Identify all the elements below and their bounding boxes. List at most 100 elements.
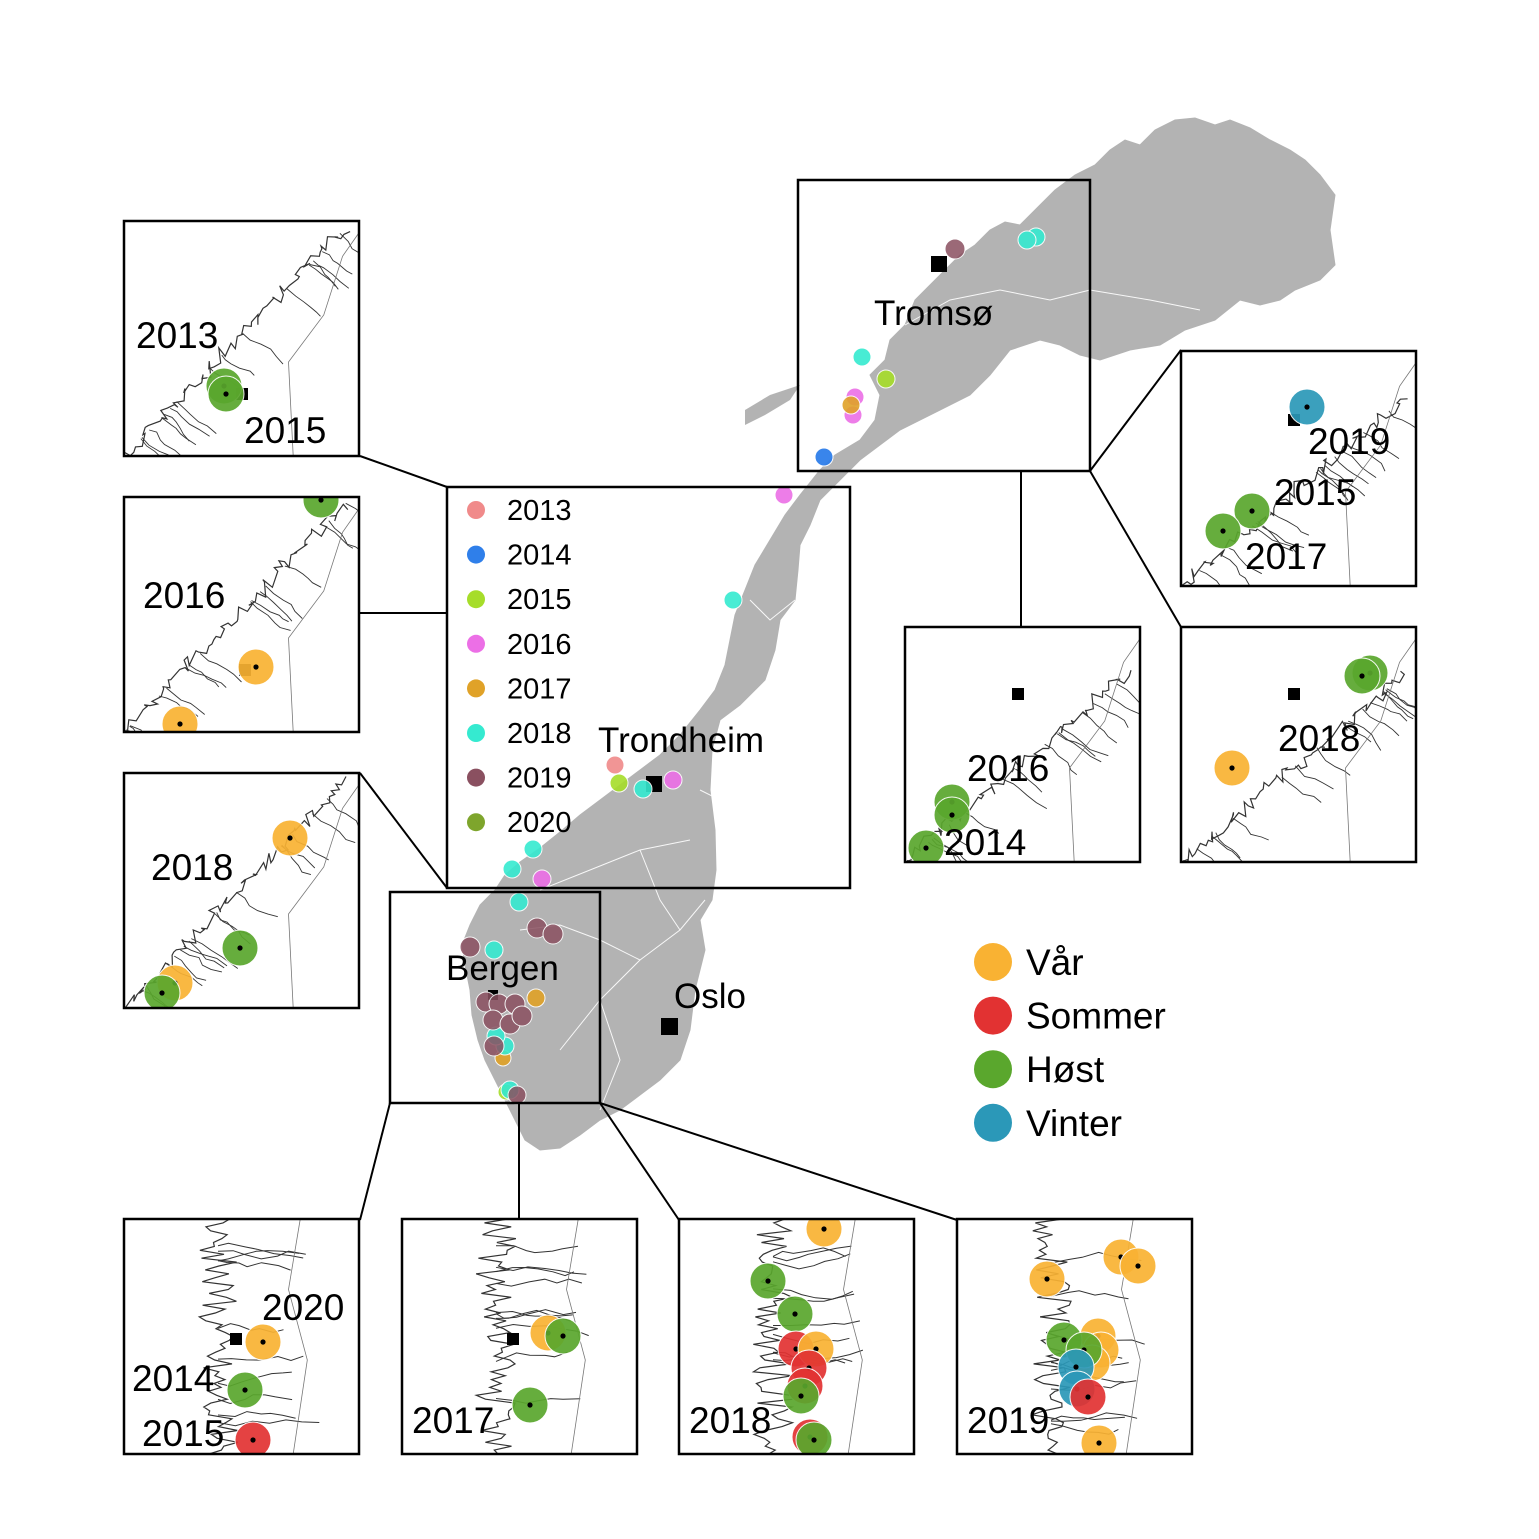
site-dot bbox=[1304, 404, 1310, 410]
year-legend-swatch-2018 bbox=[467, 724, 485, 742]
season-point bbox=[302, 497, 340, 519]
inset-year-label: 2018 bbox=[689, 1400, 771, 1441]
year-legend-label-2016: 2016 bbox=[507, 629, 572, 661]
inset-frame bbox=[122, 1217, 361, 1456]
inset-south-a: 2020 2014 2015 bbox=[122, 1217, 361, 1456]
site-dot bbox=[1096, 1440, 1102, 1446]
site-dot bbox=[253, 664, 259, 670]
inset-year-label: 2013 bbox=[136, 315, 218, 356]
year-legend-label-2015: 2015 bbox=[507, 584, 572, 616]
inset-frame bbox=[1179, 349, 1418, 588]
inset-year-label: 2019 bbox=[967, 1400, 1049, 1441]
site-dot bbox=[798, 1393, 804, 1399]
tromso-marker bbox=[931, 256, 947, 272]
inset-north-a: 2019 2015 2017 bbox=[1179, 349, 1418, 588]
trondheim-label: Trondheim bbox=[598, 721, 764, 760]
inset-year-label: 2016 bbox=[967, 748, 1049, 789]
site-dot bbox=[765, 1278, 771, 1284]
season-legend-swatch-0 bbox=[974, 943, 1012, 981]
season-point bbox=[161, 705, 199, 732]
inset-year-label: 2014 bbox=[132, 1358, 214, 1399]
season-point bbox=[805, 1219, 843, 1248]
inset-year-label: 2016 bbox=[143, 575, 225, 616]
season-point bbox=[1080, 1424, 1118, 1454]
inset-frame bbox=[122, 495, 361, 734]
season-legend-label-2: Høst bbox=[1026, 1049, 1105, 1090]
site-dot bbox=[159, 990, 165, 996]
year-legend: 2013 2014 2015 2016 2017 2018 2019 2020 bbox=[467, 495, 572, 839]
inset-year-label: 2018 bbox=[1278, 718, 1360, 759]
site-dot bbox=[821, 1226, 827, 1232]
survey-points-2013 bbox=[605, 755, 625, 775]
site-dot bbox=[1061, 1337, 1067, 1343]
site-dot bbox=[949, 812, 955, 818]
year-legend-swatch-2020 bbox=[467, 813, 485, 832]
inset-panels: 2013 2015 2016 2018 2019 2015 2017 2018 2016 2014… bbox=[122, 219, 1418, 1456]
site-dot bbox=[1220, 528, 1226, 534]
year-legend-label-2018: 2018 bbox=[507, 718, 572, 750]
city-marker bbox=[1012, 688, 1024, 700]
site-dot bbox=[792, 1311, 798, 1317]
year-legend-label-2019: 2019 bbox=[507, 763, 572, 795]
site-dot bbox=[1249, 508, 1255, 514]
lofoten-islands bbox=[745, 385, 800, 425]
inset-north-c: 2016 2014 bbox=[903, 625, 1142, 864]
season-legend-swatch-1 bbox=[974, 996, 1012, 1035]
city-marker bbox=[230, 1333, 242, 1345]
inset-frame bbox=[903, 625, 1142, 864]
site-dot bbox=[1085, 1394, 1091, 1400]
inset-mid-b: 2016 bbox=[122, 495, 361, 734]
year-legend-swatch-2016 bbox=[467, 634, 485, 653]
site-dot bbox=[1229, 765, 1235, 771]
site-dot bbox=[793, 1346, 799, 1352]
inset-year-label: 2017 bbox=[412, 1400, 494, 1441]
site-dot bbox=[318, 497, 324, 503]
frame-bergen bbox=[388, 890, 602, 1105]
inset-south-c: 2018 bbox=[677, 1217, 916, 1456]
site-dot bbox=[177, 721, 183, 727]
inset-frame bbox=[122, 219, 361, 458]
tromso-label: Tromsø bbox=[874, 294, 993, 333]
inset-year-label: 2020 bbox=[262, 1287, 344, 1328]
year-legend-label-2014: 2014 bbox=[507, 540, 572, 572]
inset-south-b: 2017 bbox=[400, 1217, 639, 1456]
site-dot bbox=[527, 1402, 533, 1408]
site-dot bbox=[1073, 1364, 1079, 1370]
site-dot bbox=[223, 391, 229, 397]
city-marker bbox=[1288, 688, 1300, 700]
year-legend-swatch-2015 bbox=[467, 590, 485, 609]
survey-points-2019 bbox=[459, 238, 966, 1105]
year-legend-swatch-2017 bbox=[467, 679, 485, 698]
site-dot bbox=[560, 1333, 566, 1339]
inset-frame bbox=[122, 771, 361, 1010]
inset-year-label: 2017 bbox=[1245, 536, 1327, 577]
season-legend: Vår Sommer Høst Vinter bbox=[974, 942, 1166, 1144]
inset-frame bbox=[677, 1217, 916, 1456]
season-legend-label-1: Sommer bbox=[1026, 996, 1166, 1037]
site-dot bbox=[237, 945, 243, 951]
inset-south-d: 2019 bbox=[955, 1217, 1194, 1456]
inset-year-label: 2015 bbox=[142, 1413, 224, 1454]
city-marker bbox=[507, 1333, 519, 1345]
inset-mid-c: 2018 bbox=[122, 771, 361, 1010]
site-dot bbox=[1044, 1276, 1050, 1282]
site-dot bbox=[813, 1346, 819, 1352]
inset-mid-a: 2013 2015 bbox=[122, 219, 361, 458]
inset-year-label: 2015 bbox=[244, 410, 326, 451]
year-legend-swatch-2019 bbox=[467, 768, 485, 787]
inset-year-label: 2018 bbox=[151, 847, 233, 888]
survey-points-2014 bbox=[814, 447, 834, 467]
inset-frame bbox=[955, 1217, 1194, 1456]
site-dot bbox=[811, 1437, 817, 1443]
season-legend-swatch-3 bbox=[974, 1103, 1012, 1142]
year-legend-swatch-2014 bbox=[467, 545, 485, 564]
year-legend-swatch-2013 bbox=[467, 501, 485, 519]
inset-year-label: 2014 bbox=[944, 822, 1026, 863]
year-legend-label-2017: 2017 bbox=[507, 673, 572, 705]
year-legend-label-2020: 2020 bbox=[507, 807, 572, 839]
oslo-marker bbox=[661, 1018, 678, 1035]
frame-tromso bbox=[796, 178, 1092, 473]
inset-year-label: 2015 bbox=[1274, 472, 1356, 513]
inset-year-label: 2019 bbox=[1308, 421, 1390, 462]
